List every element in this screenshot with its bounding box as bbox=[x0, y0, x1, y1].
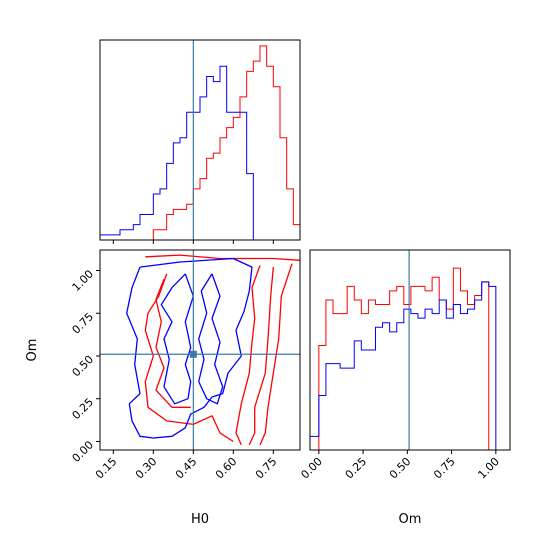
contour-red-4 bbox=[259, 263, 293, 446]
y-tick-label: 0.50 bbox=[70, 353, 97, 380]
x-tick-label: 0.15 bbox=[93, 455, 120, 482]
truth-marker bbox=[189, 350, 197, 358]
x-tick-label: 0.60 bbox=[213, 455, 240, 482]
contour-red-2 bbox=[235, 265, 261, 446]
plot-area bbox=[310, 250, 503, 450]
h0-histogram-series-2 bbox=[100, 65, 300, 240]
om-histogram-panel: 0.00 0.25 0.50 0.75 1.00 bbox=[298, 249, 511, 482]
contour-red-1 bbox=[145, 254, 300, 261]
panel-frame bbox=[309, 249, 511, 451]
y-tick-label: 1.00 bbox=[70, 267, 97, 294]
plot-area bbox=[100, 40, 300, 240]
contour-red-6 bbox=[155, 278, 191, 408]
panel-frame bbox=[99, 39, 301, 241]
x-tick-label: 0.30 bbox=[133, 455, 160, 482]
om-histogram-series-2 bbox=[310, 281, 503, 450]
contour-blue-2 bbox=[160, 273, 194, 405]
h0-histogram-panel bbox=[99, 39, 301, 244]
x-tick-label: 0.75 bbox=[431, 455, 458, 482]
x-axis-label-om: Om bbox=[399, 512, 422, 527]
x-tick-label: 1.00 bbox=[475, 455, 502, 482]
y-tick-label: 0.75 bbox=[70, 310, 97, 337]
x-tick-label: 0.00 bbox=[298, 455, 325, 482]
y-axis-label-om: Om bbox=[25, 339, 40, 362]
plot-area bbox=[100, 250, 300, 450]
y-tick-label: 0.25 bbox=[70, 396, 97, 423]
x-tick-label: 0.50 bbox=[387, 455, 414, 482]
contour-blue-1 bbox=[126, 257, 253, 439]
contour-red-3 bbox=[248, 267, 274, 446]
contour-red-5 bbox=[144, 273, 234, 443]
h0-om-contour-panel: 0.15 0.30 0.45 0.60 0.75 0.00 0.25 0.50 0.75 1.00 bbox=[70, 249, 301, 482]
x-tick-label: 0.45 bbox=[173, 455, 200, 482]
x-axis-label-h0: H0 bbox=[191, 512, 209, 527]
panel-frame bbox=[99, 249, 301, 451]
x-tick-label: 0.25 bbox=[343, 455, 370, 482]
y-tick-label: 0.00 bbox=[70, 438, 97, 465]
h0-histogram-series-1 bbox=[100, 45, 300, 240]
x-tick-label: 0.75 bbox=[253, 455, 280, 482]
om-histogram-series-1 bbox=[318, 267, 496, 450]
contour-blue-3 bbox=[198, 273, 224, 405]
